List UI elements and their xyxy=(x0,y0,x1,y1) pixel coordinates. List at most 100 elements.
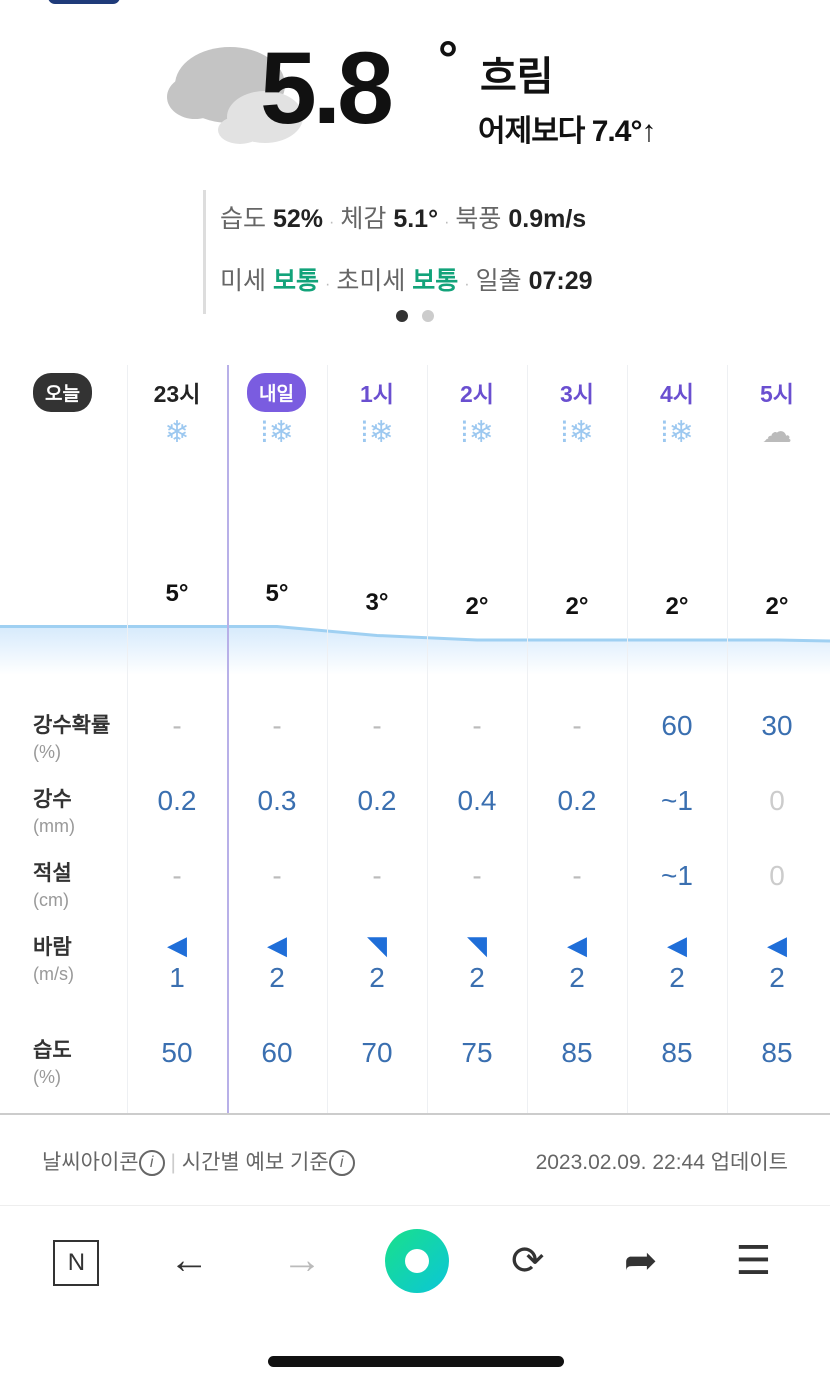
feels-value: 5.1° xyxy=(393,205,439,233)
precip-probability: 30 xyxy=(761,710,793,741)
hour-label: 4시 xyxy=(660,381,694,407)
precipitation: 0.2 xyxy=(557,785,597,816)
precip-probability: - xyxy=(372,710,382,741)
condition: 흐림 xyxy=(480,55,554,99)
updated-time: 2023.02.09. 22:44 업데이트 xyxy=(535,1151,788,1174)
wind-arrow-icon: ◀ xyxy=(767,930,787,960)
page-indicator[interactable] xyxy=(396,310,434,322)
back-button[interactable]: ← xyxy=(169,1238,210,1282)
humidity: 85 xyxy=(561,1037,593,1068)
wind-speed: 2 xyxy=(269,962,285,993)
naver-home-button[interactable]: N xyxy=(46,1235,106,1286)
hour-label: 3시 xyxy=(560,381,594,407)
wind-arrow-icon: ◀ xyxy=(667,930,687,960)
wind-speed: 1 xyxy=(169,962,185,993)
snow-rain-icon: ⁞❄ xyxy=(560,416,594,449)
hour-column xyxy=(227,365,327,1115)
temperature: 5° xyxy=(165,579,189,607)
humidity-row-label: 습도 (%) xyxy=(33,1039,72,1087)
compare-yesterday: 어제보다 7.4°↑ xyxy=(478,115,656,148)
footer-left: 날씨아이콘 i | 시간별 예보 기준 i xyxy=(42,1146,355,1177)
temperature-line xyxy=(0,625,830,643)
green-dot-button[interactable] xyxy=(384,1228,449,1293)
precip-probability: - xyxy=(272,710,282,741)
temperature-area xyxy=(0,626,830,675)
hour-column xyxy=(527,365,627,1115)
temperature: 2° xyxy=(765,593,789,620)
wind-arrow-icon: ◀ xyxy=(167,930,187,960)
home-indicator[interactable] xyxy=(268,1356,564,1367)
pm25-label: 초미세 xyxy=(336,267,406,295)
humidity: 60 xyxy=(261,1037,293,1068)
hourly-forecast[interactable]: 오늘 강수확률 (%) 강수 (mm) 적설 (cm) 바람 (m/s) 습도 (%) 2… xyxy=(0,365,830,1115)
today-badge: 오늘 xyxy=(33,373,92,412)
pop-label: 강수확률 (%) xyxy=(33,714,111,762)
precipitation: 0 xyxy=(769,785,785,816)
rain-label: 강수 (mm) xyxy=(33,788,75,836)
snow-rain-icon: ⁞❄ xyxy=(260,416,294,449)
snowfall: 0 xyxy=(769,860,785,891)
divider xyxy=(0,1113,830,1115)
humidity: 75 xyxy=(461,1037,493,1068)
top-tab-indicator xyxy=(48,0,120,4)
sunrise-value: 07:29 xyxy=(528,267,593,295)
precipitation: 0.2 xyxy=(357,785,397,816)
sunrise-label: 일출 xyxy=(475,267,522,295)
precip-probability: 60 xyxy=(661,710,693,741)
page-dot-2[interactable] xyxy=(422,310,434,322)
forward-button[interactable]: → xyxy=(282,1238,323,1282)
snowfall: - xyxy=(272,860,282,891)
hour-label: 1시 xyxy=(360,381,394,407)
precipitation: 0.3 xyxy=(257,785,297,816)
weather-icon-info-link[interactable]: 날씨아이콘 xyxy=(42,1151,139,1174)
wind-speed: 2 xyxy=(469,962,485,993)
current-temp: 5.8 xyxy=(260,31,394,145)
wind-arrow-icon: ◥ xyxy=(467,930,487,960)
hour-column xyxy=(127,365,227,1115)
wind-speed: 2 xyxy=(769,962,785,993)
precipitation: 0.4 xyxy=(457,785,497,816)
snow-rain-icon: ⁞❄ xyxy=(460,416,494,449)
hour-column xyxy=(627,365,727,1115)
temperature: 5° xyxy=(265,579,289,607)
snow-rain-icon: ⁞❄ xyxy=(660,416,694,449)
wind-arrow-icon: ◀ xyxy=(567,930,587,960)
precipitation: ~1 xyxy=(661,785,693,816)
footer-separator: | xyxy=(170,1151,176,1174)
weather-details: 습도 52% · 체감 5.1° · 북풍 0.9m/s 미세 보통 · 초미세 보통 · 일출… xyxy=(203,190,593,314)
tomorrow-badge: 내일 xyxy=(247,373,306,412)
pm10-label: 미세 xyxy=(220,267,267,295)
temperature: 2° xyxy=(665,593,689,620)
wind-arrow-icon: ◥ xyxy=(367,930,387,960)
snowfall: - xyxy=(372,860,382,891)
temperature: 2° xyxy=(465,593,489,620)
hour-column xyxy=(427,365,527,1115)
wind-speed: 2 xyxy=(369,962,385,993)
pm25-value: 보통 xyxy=(412,267,459,295)
forecast-basis-link[interactable]: 시간별 예보 기준 xyxy=(181,1151,329,1174)
hour-label: 5시 xyxy=(760,381,794,407)
menu-button[interactable]: ☰ xyxy=(735,1238,772,1283)
snow-icon: ❄ xyxy=(164,416,190,449)
snow-label: 적설 (cm) xyxy=(33,862,72,910)
degree-sign: ° xyxy=(438,31,458,87)
temperature: 3° xyxy=(365,588,389,616)
precipitation: 0.2 xyxy=(157,785,197,816)
humidity: 50 xyxy=(161,1037,193,1068)
hour-column xyxy=(327,365,427,1115)
wind-row-label: 바람 (m/s) xyxy=(33,936,74,984)
info-icon[interactable]: i xyxy=(138,1150,165,1177)
page-dot-1[interactable] xyxy=(396,310,408,322)
humidity: 85 xyxy=(761,1037,793,1068)
precip-probability: - xyxy=(172,710,182,741)
pm10-value: 보통 xyxy=(272,267,319,295)
wind-value: 0.9m/s xyxy=(508,205,587,233)
snow-rain-icon: ⁞❄ xyxy=(360,416,394,449)
snowfall: - xyxy=(572,860,582,891)
refresh-button[interactable]: ⟳ xyxy=(511,1238,545,1283)
humidity: 85 xyxy=(661,1037,693,1068)
cloudy-icon: ☁ xyxy=(762,416,792,449)
info-icon[interactable]: i xyxy=(328,1150,355,1177)
share-button[interactable]: ➦ xyxy=(623,1238,658,1283)
wind-speed: 2 xyxy=(569,962,585,993)
